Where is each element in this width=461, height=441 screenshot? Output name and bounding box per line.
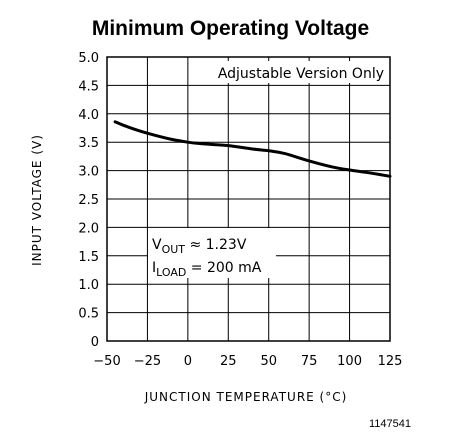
y-tick-label: 0.5 <box>78 307 99 322</box>
x-tick-label: −25 <box>134 354 161 369</box>
y-tick-label: 4.5 <box>78 79 99 94</box>
condition-box <box>148 228 276 278</box>
series-line <box>113 120 392 178</box>
x-ticks: −50 −25 0 25 50 75 100 125 <box>93 354 402 369</box>
plot-frame <box>106 56 391 342</box>
x-tick-label: 100 <box>337 354 362 369</box>
y-ticks: 0 0.5 1.0 1.5 2.0 2.5 3.0 3.5 4.0 4.5 5.0 <box>78 51 99 350</box>
condition-label: VOUT ≈ 1.23V <box>152 237 247 256</box>
x-tick-label: 125 <box>378 354 403 369</box>
y-tick-label: 2.0 <box>78 221 99 236</box>
x-axis-label: JUNCTION TEMPERATURE (°C) <box>144 390 348 404</box>
condition-labels: VOUT ≈ 1.23V ILOAD = 200 mA <box>152 237 262 279</box>
y-tick-label: 4.0 <box>78 108 99 123</box>
x-tick-label: −50 <box>93 354 120 369</box>
x-tick-label: 25 <box>220 354 237 369</box>
x-tick-label: 50 <box>260 354 277 369</box>
y-tick-label: 5.0 <box>78 51 99 66</box>
y-axis-label: INPUT VOLTAGE (V) <box>30 134 44 266</box>
y-tick-label: 1.5 <box>78 250 99 265</box>
y-tick-label: 3.5 <box>78 136 99 151</box>
x-tick-label: 0 <box>184 354 192 369</box>
figure-id: 1147541 <box>368 418 411 430</box>
x-tick-label: 75 <box>301 354 318 369</box>
annotation-box <box>200 61 386 83</box>
y-tick-label: 1.0 <box>78 278 99 293</box>
y-tick-label: 2.5 <box>78 193 99 208</box>
annotation-text: Adjustable Version Only <box>218 66 384 82</box>
grid <box>107 57 390 341</box>
y-tick-label: 0 <box>91 335 99 350</box>
y-tick-label: 3.0 <box>78 165 99 180</box>
condition-label: ILOAD = 200 mA <box>152 260 262 279</box>
chart-title: Minimum Operating Voltage <box>91 17 370 40</box>
